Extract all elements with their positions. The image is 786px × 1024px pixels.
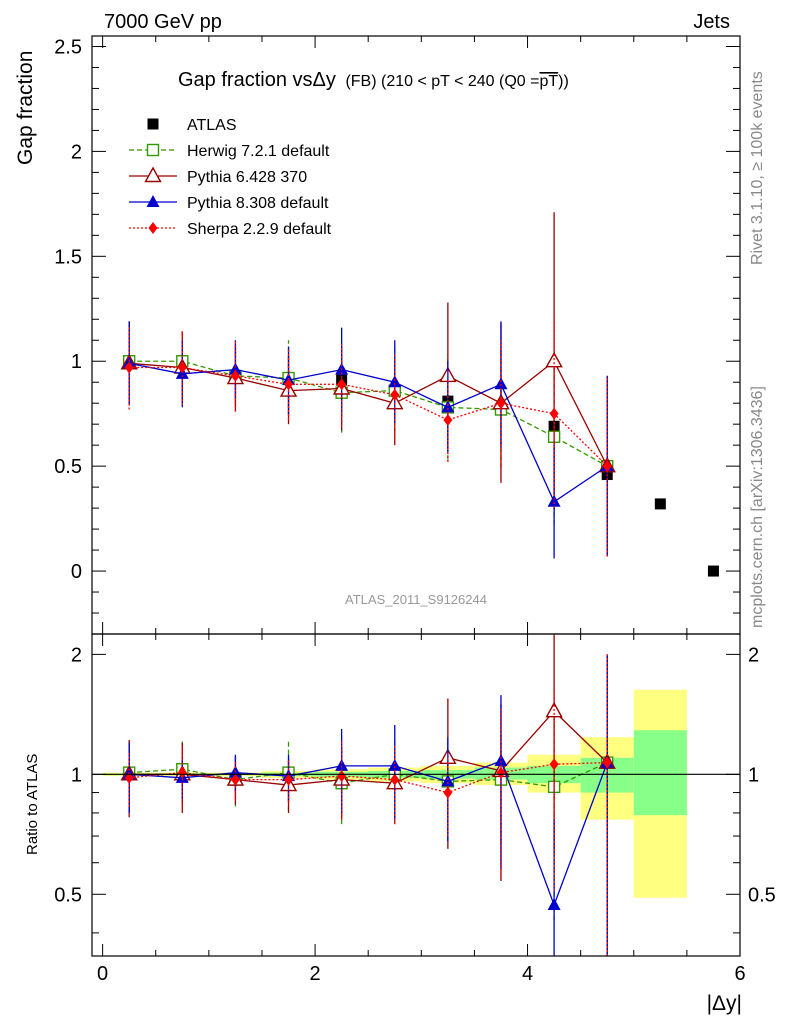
legend-item: Sherpa 2.2.9 default <box>129 221 332 238</box>
main-data-point <box>124 361 134 374</box>
mcplots-label: mcplots.cern.ch [arXiv:1306.3436] <box>749 386 766 628</box>
main-series-line <box>129 366 608 467</box>
legend-label: Pythia 8.308 default <box>187 195 329 212</box>
main-data-point <box>177 361 187 374</box>
main-series-herwig-7-2-1-default <box>122 323 614 555</box>
main-y-tick-label: 0.5 <box>54 456 82 478</box>
ratio-data-point <box>284 773 294 786</box>
x-tick-label: 0 <box>97 963 108 985</box>
ratio-data-point <box>390 773 400 786</box>
main-y-tick-label: 0 <box>71 561 82 583</box>
main-data-point <box>441 400 455 413</box>
ratio-data-point <box>337 770 347 783</box>
legend-label: Sherpa 2.2.9 default <box>187 221 332 238</box>
main-series-line <box>129 360 608 467</box>
legend-marker <box>147 118 159 130</box>
main-data-point <box>496 397 506 410</box>
legend-item: Pythia 8.308 default <box>129 195 329 212</box>
ratio-y-tick-label-right: 1 <box>748 764 759 786</box>
x-tick-label: 6 <box>734 963 745 985</box>
ratio-data-point <box>441 774 455 787</box>
legend-marker <box>146 143 160 157</box>
ratio-y-tick-label: 2 <box>71 644 82 666</box>
ratio-y-tick-label: 0.5 <box>54 884 82 906</box>
main-series-line <box>129 362 608 503</box>
chart-title-overlined: pT <box>539 73 558 90</box>
ratio-panel-frame <box>91 633 741 957</box>
main-data-point <box>494 377 508 390</box>
main-data-point <box>230 369 240 382</box>
main-data-point <box>707 565 719 577</box>
watermark: ATLAS_2011_S9126244 <box>345 592 487 607</box>
main-data-point <box>549 407 559 420</box>
ratio-data-point <box>602 756 612 769</box>
ratio-series-herwig-7-2-1-default <box>122 654 614 956</box>
main-y-tick-label: 2.5 <box>54 36 82 58</box>
main-data-point <box>337 378 347 391</box>
legend-item: Herwig 7.2.1 default <box>129 143 330 160</box>
legend-marker <box>144 166 162 183</box>
main-data-point <box>388 375 402 388</box>
ratio-series-line <box>129 761 608 794</box>
main-data-point <box>602 460 612 473</box>
ratio-data-point <box>335 758 349 771</box>
ratio-y-tick-label-right: 2 <box>748 644 759 666</box>
chart-title-sub: (FB) (210 < pT < 240 (Q0 = <box>345 73 539 90</box>
chart-title-end: )) <box>558 73 569 90</box>
main-y-tick-label: 1.5 <box>54 246 82 268</box>
main-data-point <box>390 388 400 401</box>
ratio-data-point <box>547 897 561 910</box>
main-data-point <box>547 494 561 507</box>
ratio-data-point <box>496 766 506 779</box>
main-data-point <box>654 498 666 510</box>
main-y-axis-title: Gap fraction <box>14 51 37 165</box>
main-series-pythia-6-428-370 <box>120 212 616 557</box>
main-data-point <box>284 378 294 391</box>
legend-marker <box>146 195 160 207</box>
main-data-point <box>228 362 242 375</box>
legend-label: Pythia 6.428 370 <box>187 169 307 186</box>
category-label: Jets <box>693 11 730 33</box>
x-tick-label: 4 <box>522 963 533 985</box>
main-y-tick-label: 2 <box>71 141 82 163</box>
ratio-data-point <box>549 758 559 771</box>
ratio-series-line <box>129 760 608 907</box>
x-tick-label: 2 <box>310 963 321 985</box>
ratio-series-pythia-8-308-default <box>122 654 614 956</box>
main-series-line <box>129 360 608 467</box>
chart-title-main: Gap fraction vsΔy <box>178 69 336 91</box>
ratio-series-line <box>129 710 608 786</box>
rivet-label: Rivet 3.1.10, ≥ 100k events <box>749 71 766 265</box>
ratio-data-point <box>494 754 508 767</box>
ratio-series-sherpa-2-2-9-default <box>124 654 612 956</box>
main-series-sherpa-2-2-9-default <box>124 319 612 557</box>
ratio-y-tick-label: 1 <box>71 764 82 786</box>
ratio-y-axis-title: Ratio to ATLAS <box>24 754 41 855</box>
ratio-data-point <box>230 773 240 786</box>
main-data-point <box>443 413 453 426</box>
energy-label: 7000 GeV pp <box>104 11 222 33</box>
ratio-y-tick-label-right: 0.5 <box>748 884 776 906</box>
legend-item: Pythia 6.428 370 <box>129 166 307 186</box>
x-axis-title: |Δy| <box>707 992 742 1015</box>
ratio-data-point <box>177 766 187 779</box>
legend-label: ATLAS <box>187 117 237 134</box>
main-series-pythia-8-308-default <box>122 321 614 559</box>
legend-item: ATLAS <box>147 117 237 134</box>
ratio-series-pythia-6-428-370 <box>120 634 616 956</box>
ratio-data-point <box>388 758 402 771</box>
ratio-band-green <box>633 730 687 816</box>
ratio-data-point <box>443 786 453 799</box>
legend-marker <box>148 222 158 234</box>
legend-label: Herwig 7.2.1 default <box>187 143 330 160</box>
main-y-tick-label: 1 <box>71 351 82 373</box>
chart-title: Gap fraction vsΔy (FB) (210 < pT < 240 (… <box>178 69 569 91</box>
